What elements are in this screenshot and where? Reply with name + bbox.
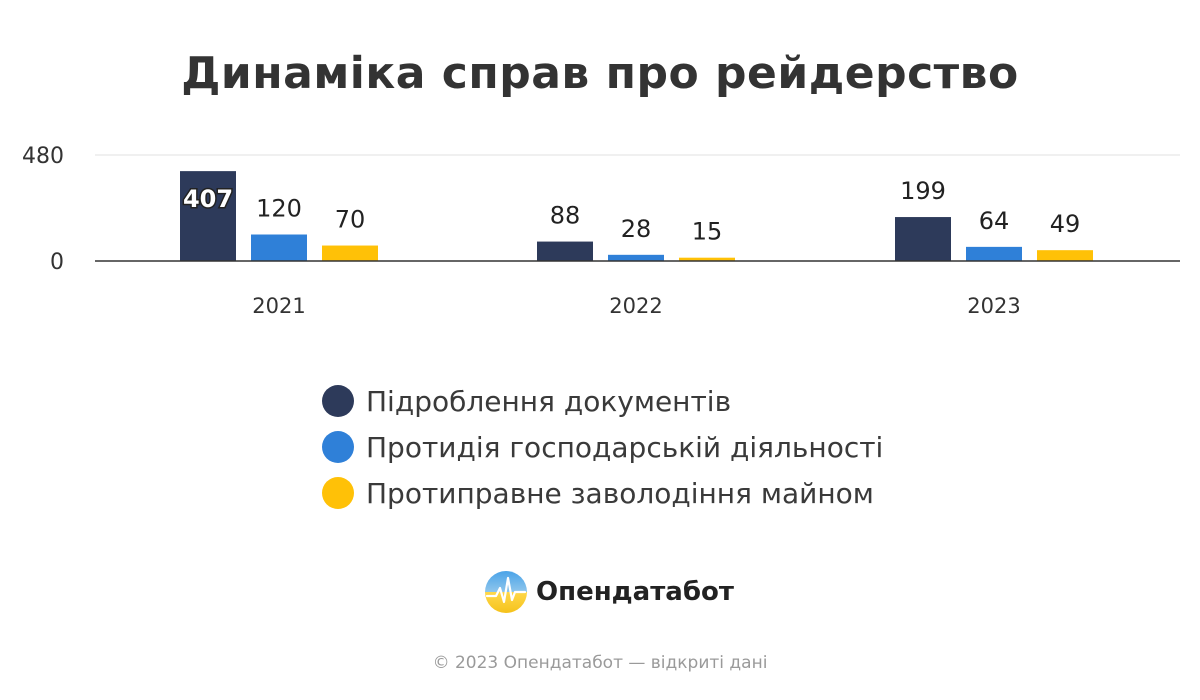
- data-label: 70: [335, 206, 366, 234]
- bar: [966, 246, 1022, 261]
- legend-swatch-documents: [322, 385, 354, 417]
- data-label: 64: [979, 207, 1010, 235]
- data-label: 88: [550, 202, 581, 230]
- bar: [1037, 250, 1093, 261]
- chart-title: Динаміка справ про рейдерство: [181, 48, 1019, 99]
- legend-label-documents: Підроблення документів: [366, 384, 732, 418]
- legend-label-seizure: Протиправне заволодіння майном: [366, 476, 874, 510]
- brand: Опендатабот: [484, 570, 734, 614]
- x-tick-label: 2021: [252, 294, 305, 318]
- bar: [537, 241, 593, 261]
- brand-name: Опендатабот: [536, 577, 734, 607]
- data-label: 120: [256, 195, 302, 223]
- x-tick-label: 2023: [967, 294, 1020, 318]
- data-label: 28: [621, 215, 652, 243]
- data-label: 407: [183, 185, 233, 213]
- footer-copyright: © 2023 Опендатабот — відкриті дані: [432, 653, 768, 673]
- bar-chart: 480 0 407 120 70 2021 88 28 15 2022 199 64 49 2023: [22, 144, 1180, 318]
- legend-label-obstruction: Протидія господарській діяльності: [366, 430, 884, 464]
- opendatabot-logo-icon: [485, 571, 527, 613]
- chart-legend: Підроблення документів Протидія господар…: [322, 378, 883, 516]
- data-label: 15: [692, 218, 723, 246]
- bar: [322, 245, 378, 261]
- data-label: 199: [900, 177, 946, 205]
- y-tick-label: 480: [22, 144, 64, 169]
- legend-swatch-obstruction: [322, 431, 354, 463]
- bar: [180, 171, 236, 261]
- bar: [679, 257, 735, 261]
- legend-item-seizure: Протиправне заволодіння майном: [322, 470, 883, 516]
- bar: [251, 234, 307, 261]
- data-label: 49: [1050, 210, 1081, 238]
- bar: [608, 254, 664, 261]
- x-tick-label: 2022: [609, 294, 662, 318]
- bar: [895, 217, 951, 261]
- legend-item-obstruction: Протидія господарській діяльності: [322, 424, 883, 470]
- legend-swatch-seizure: [322, 477, 354, 509]
- y-tick-label: 0: [50, 250, 64, 275]
- legend-item-documents: Підроблення документів: [322, 378, 883, 424]
